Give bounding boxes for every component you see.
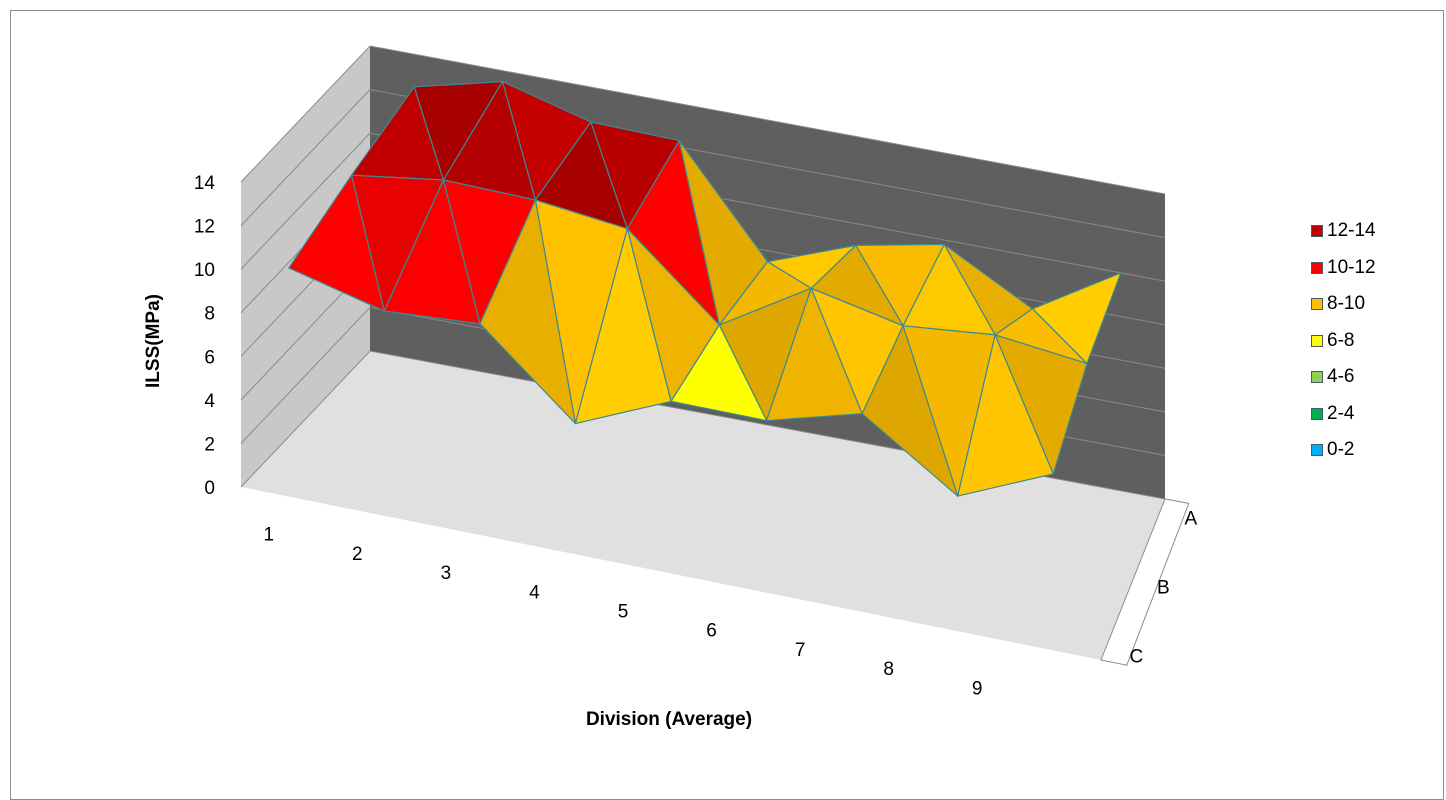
z-tick-label: 4 bbox=[204, 391, 215, 412]
legend-item: 8-10 bbox=[1311, 286, 1436, 323]
legend-item: 2-4 bbox=[1311, 396, 1436, 433]
legend-swatch bbox=[1311, 444, 1323, 457]
legend-swatch bbox=[1311, 225, 1323, 238]
y-axis-title: ILSS(MPa) bbox=[143, 294, 164, 388]
legend-label: 12-14 bbox=[1327, 220, 1376, 242]
surface-facet bbox=[574, 228, 672, 425]
legend-swatch bbox=[1311, 334, 1323, 347]
legend-label: 0-2 bbox=[1327, 439, 1355, 461]
legend: 12-14 10-12 8-10 6-8 4-6 2-4 0-2 bbox=[1311, 213, 1436, 469]
legend-label: 6-8 bbox=[1327, 329, 1355, 351]
surface-facet bbox=[765, 287, 863, 422]
z-tick-label: 2 bbox=[204, 434, 215, 455]
legend-swatch bbox=[1311, 261, 1323, 274]
floor bbox=[241, 351, 1165, 660]
depth-tick-label: C bbox=[1129, 647, 1143, 668]
z-tick-label: 8 bbox=[204, 304, 215, 325]
z-tick-label: 14 bbox=[194, 173, 216, 194]
x-tick-label: 8 bbox=[883, 659, 894, 680]
legend-swatch bbox=[1311, 371, 1323, 384]
x-tick-label: 1 bbox=[263, 525, 274, 546]
z-tick-label: 6 bbox=[204, 347, 215, 368]
gridline bbox=[240, 45, 1166, 195]
surface-facet bbox=[383, 179, 481, 325]
surface-plot bbox=[288, 80, 1122, 497]
x-axis-title: Division (Average) bbox=[586, 709, 752, 730]
z-tick-label: 0 bbox=[204, 478, 215, 499]
z-tick-label: 12 bbox=[194, 217, 215, 238]
legend-item: 0-2 bbox=[1311, 432, 1436, 469]
x-tick-label: 3 bbox=[441, 563, 452, 584]
legend-item: 12-14 bbox=[1311, 213, 1436, 250]
floor-right-edge bbox=[1100, 498, 1190, 666]
surface-facet bbox=[479, 199, 577, 425]
surface-facet bbox=[288, 174, 385, 312]
surface-facet bbox=[670, 324, 768, 422]
gridline bbox=[240, 350, 1166, 500]
surface-facet bbox=[861, 325, 959, 497]
legend-label: 2-4 bbox=[1327, 402, 1355, 424]
depth-tick-label: B bbox=[1157, 578, 1170, 599]
x-tick-label: 7 bbox=[795, 640, 806, 661]
gridline bbox=[240, 89, 1166, 239]
legend-label: 4-6 bbox=[1327, 366, 1355, 388]
z-tick-label: 10 bbox=[194, 260, 215, 281]
legend-item: 10-12 bbox=[1311, 250, 1436, 287]
legend-swatch bbox=[1311, 298, 1323, 311]
legend-swatch bbox=[1311, 407, 1323, 420]
surface-facet bbox=[957, 334, 1054, 497]
legend-label: 10-12 bbox=[1327, 256, 1376, 278]
legend-item: 4-6 bbox=[1311, 359, 1436, 396]
x-tick-label: 2 bbox=[352, 544, 363, 565]
legend-label: 8-10 bbox=[1327, 293, 1366, 315]
x-tick-label: 9 bbox=[972, 678, 983, 699]
x-tick-label: 5 bbox=[618, 602, 629, 623]
depth-tick-label: A bbox=[1185, 508, 1198, 529]
x-tick-label: 6 bbox=[706, 621, 717, 642]
gridline bbox=[240, 132, 1166, 282]
legend-item: 6-8 bbox=[1311, 323, 1436, 360]
x-tick-label: 4 bbox=[529, 582, 540, 603]
